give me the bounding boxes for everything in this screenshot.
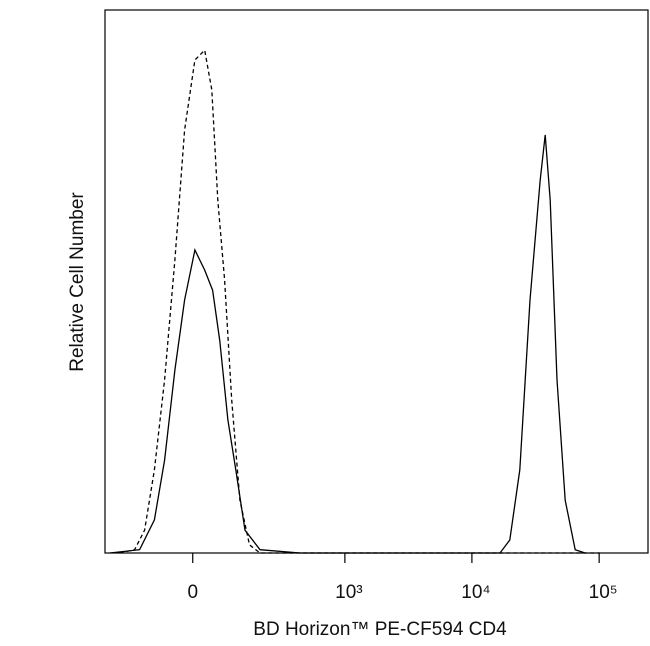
- plot-frame: [104, 9, 649, 554]
- x-tick-label: 10³: [335, 582, 362, 603]
- y-axis-label: Relative Cell Number: [67, 192, 88, 372]
- x-tick-label: 0: [187, 582, 198, 603]
- x-tick-label: 10⁵: [589, 582, 618, 603]
- histogram-line: [119, 48, 600, 554]
- x-tick-label: 10⁴: [461, 582, 490, 603]
- x-axis-label: BD Horizon™ PE-CF594 CD4: [253, 619, 507, 640]
- histogram-line: [109, 134, 586, 554]
